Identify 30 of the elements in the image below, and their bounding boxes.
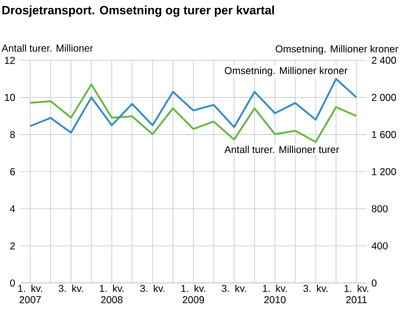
y-tick-label: 0 bbox=[10, 279, 15, 287]
y-tick-label: 10 bbox=[4, 94, 15, 101]
y-axis-title: Antall turer. Millioner bbox=[2, 44, 93, 52]
x-tick-label: 1. kv. 2011 bbox=[344, 284, 368, 304]
y2-tick-label: 1 200 bbox=[372, 168, 396, 176]
y2-tick-label: 1 600 bbox=[372, 131, 396, 138]
line-series bbox=[29, 84, 358, 143]
y-tick-label: 2 bbox=[10, 242, 15, 250]
y2-tick-label: 400 bbox=[372, 242, 388, 250]
y2-tick-label: 2 400 bbox=[372, 56, 396, 64]
x-tick-label: 3. kv. bbox=[58, 284, 83, 292]
y2-tick-label: 800 bbox=[372, 205, 388, 212]
x-tick-label: 1. kv. 2007 bbox=[18, 284, 42, 304]
y2-tick-label: 0 bbox=[372, 279, 377, 287]
x-tick-label: 1. kv. 2010 bbox=[262, 284, 287, 304]
line-series bbox=[29, 78, 358, 134]
x-tick-label: 1. kv. 2009 bbox=[181, 284, 206, 304]
y-tick-label: 12 bbox=[4, 56, 15, 64]
chart-title: Drosjetransport. Omsetning og turer per kvartal bbox=[2, 6, 274, 17]
y-tick-label: 4 bbox=[10, 205, 16, 212]
x-tick-label: 3. kv. bbox=[140, 284, 164, 292]
x-tick-label: 1. kv. 2008 bbox=[100, 284, 124, 304]
series-label: Omsetning. Millioner kroner bbox=[224, 66, 348, 76]
x-tick-label: 3. kv. bbox=[303, 284, 328, 292]
series-label: Antall turer. Millioner turer bbox=[224, 146, 340, 154]
x-tick-label: 3. kv. bbox=[222, 284, 246, 292]
y-tick-label: 8 bbox=[10, 131, 15, 138]
y2-axis-title: Omsetning. Millioner kroner bbox=[276, 45, 398, 54]
y-tick-label: 6 bbox=[10, 168, 15, 176]
y2-tick-label: 2 000 bbox=[372, 94, 396, 101]
